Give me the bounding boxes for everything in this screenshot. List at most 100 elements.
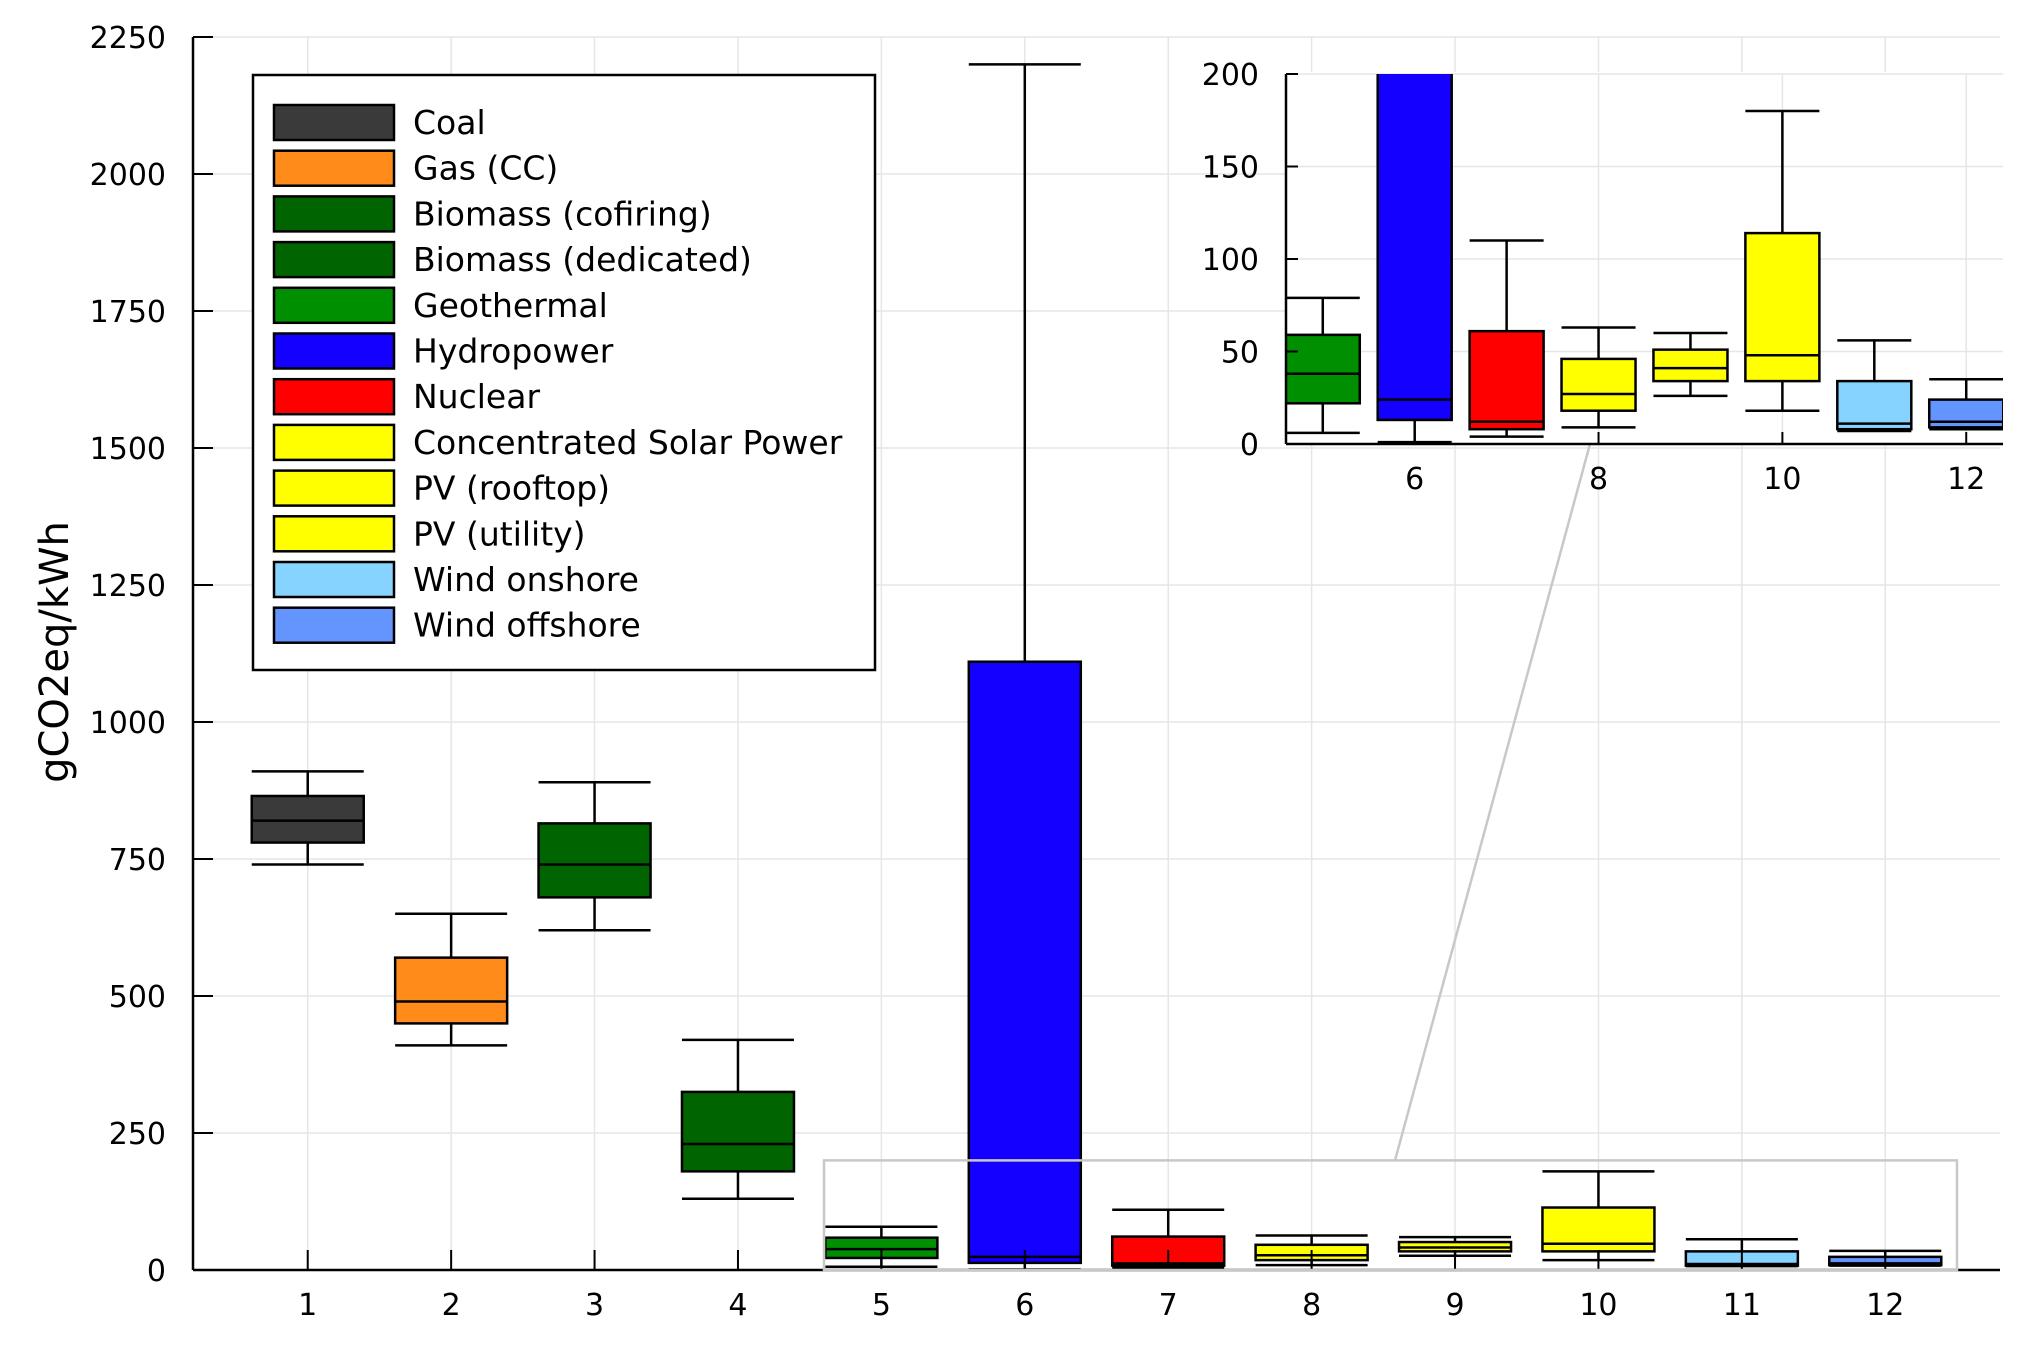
box-6 <box>967 63 1083 1271</box>
legend-entry: Gas (CC) <box>272 149 558 188</box>
x-tick-label: 10 <box>1579 1288 1617 1323</box>
legend-swatch <box>272 469 396 507</box>
legend-label: PV (utility) <box>413 514 586 553</box>
legend-swatch <box>272 149 396 187</box>
legend-label: Biomass (dedicated) <box>413 240 752 279</box>
zoom-indicator <box>822 443 1959 1272</box>
inset-box <box>1927 398 2003 429</box>
legend-label: Hydropower <box>413 332 614 371</box>
inset-box-5 <box>1286 296 1362 435</box>
box-4 <box>680 1038 796 1201</box>
y-tick-label: 1000 <box>90 706 166 741</box>
x-tick-label: 6 <box>1015 1288 1034 1323</box>
box <box>680 1090 796 1173</box>
legend: Coal Gas (CC) Biomass (cofiring) Biomass (d… <box>251 73 877 672</box>
box <box>250 794 365 844</box>
legend-entry: Wind onshore <box>272 560 639 599</box>
inset-y-tick-label: 150 <box>1202 151 1259 186</box>
legend-label: Gas (CC) <box>413 149 558 188</box>
legend-entry: Biomass (dedicated) <box>272 240 752 279</box>
y-tick-label: 1750 <box>90 295 166 330</box>
inset-y-tick-label: 50 <box>1221 336 1259 371</box>
legend-label: Wind offshore <box>413 606 641 645</box>
box-5 <box>824 1225 939 1268</box>
x-tick-label: 1 <box>298 1288 317 1323</box>
inset-x-tick-label: 10 <box>1763 462 1801 497</box>
box <box>967 660 1083 1265</box>
inset-box <box>1836 379 1913 431</box>
y-tick-label: 250 <box>109 1117 166 1152</box>
inset-box <box>1744 231 1821 383</box>
inset-y-tick-label: 100 <box>1202 243 1259 278</box>
legend-entry: Wind offshore <box>272 606 641 645</box>
y-tick-label: 2250 <box>90 21 166 56</box>
legend-entry: Geothermal <box>272 286 608 325</box>
inset-box <box>1652 348 1729 383</box>
y-tick-label: 1500 <box>90 432 166 467</box>
inset-box <box>1286 333 1362 405</box>
box <box>393 956 509 1025</box>
inset-plot: 0 50 100 150 200 6 8 10 12 <box>1202 58 2003 497</box>
x-tick-label: 4 <box>728 1288 747 1323</box>
x-tick-label: 7 <box>1159 1288 1178 1323</box>
x-tick-label: 2 <box>442 1288 461 1323</box>
legend-label: Nuclear <box>413 377 540 416</box>
legend-entry: Biomass (cofiring) <box>272 194 712 233</box>
legend-swatch <box>272 423 396 462</box>
y-tick-label: 0 <box>147 1254 166 1289</box>
inset-box-12 <box>1927 378 2003 431</box>
box-2 <box>393 912 509 1047</box>
box-3 <box>537 781 652 932</box>
legend-swatch <box>272 332 396 370</box>
inset-x-tick-label: 6 <box>1405 462 1424 497</box>
y-tick-label: 1250 <box>90 569 166 604</box>
legend-swatch <box>272 103 396 142</box>
legend-label: Biomass (cofiring) <box>413 194 712 233</box>
legend-entry: Concentrated Solar Power <box>272 423 843 462</box>
x-tick-label: 3 <box>585 1288 604 1323</box>
inset-y-tick-label: 200 <box>1202 58 1259 93</box>
x-tick-label: 5 <box>872 1288 891 1323</box>
inset-box-6 <box>1376 74 1453 444</box>
inset-box-7 <box>1468 239 1545 438</box>
x-tick-label: 11 <box>1723 1288 1761 1323</box>
zoom-region-box <box>822 1159 1959 1272</box>
legend-swatch <box>272 240 396 279</box>
legend-entry: Coal <box>272 103 486 142</box>
inset-box-11 <box>1836 339 1913 433</box>
legend-label: Wind onshore <box>413 560 639 599</box>
box <box>537 822 652 899</box>
x-tick-label: 9 <box>1445 1288 1464 1323</box>
inset-box-9 <box>1652 331 1729 398</box>
legend-swatch <box>272 195 396 233</box>
inset-box <box>1560 357 1637 412</box>
legend-swatch <box>272 515 396 553</box>
zoom-connector-line <box>1393 443 1592 1161</box>
inset-box <box>1376 74 1453 422</box>
y-tick-label: 750 <box>109 843 166 878</box>
inset-box-10 <box>1744 109 1821 412</box>
inset-box <box>1468 329 1545 431</box>
legend-entry: Nuclear <box>272 377 540 416</box>
legend-swatch <box>272 286 396 325</box>
inset-box-8 <box>1560 326 1637 429</box>
box-1 <box>250 770 365 866</box>
legend-label: Coal <box>413 103 486 142</box>
inset-x-tick-label: 12 <box>1947 462 1985 497</box>
y-tick-label: 500 <box>109 980 166 1015</box>
y-axis-label: gCO2eq/kWh <box>32 521 78 783</box>
x-tick-label: 12 <box>1866 1288 1904 1323</box>
y-tick-label: 2000 <box>90 158 166 193</box>
legend-swatch <box>272 560 396 599</box>
legend-entry: Hydropower <box>272 332 614 371</box>
inset-y-tick-label: 0 <box>1240 428 1259 463</box>
legend-label: Geothermal <box>413 286 608 325</box>
legend-entry: PV (utility) <box>272 514 586 553</box>
box-10 <box>1541 1170 1656 1262</box>
legend-label: PV (rooftop) <box>413 469 610 508</box>
legend-swatch <box>272 377 396 416</box>
legend-entry: PV (rooftop) <box>272 469 610 508</box>
x-tick-label: 8 <box>1302 1288 1321 1323</box>
